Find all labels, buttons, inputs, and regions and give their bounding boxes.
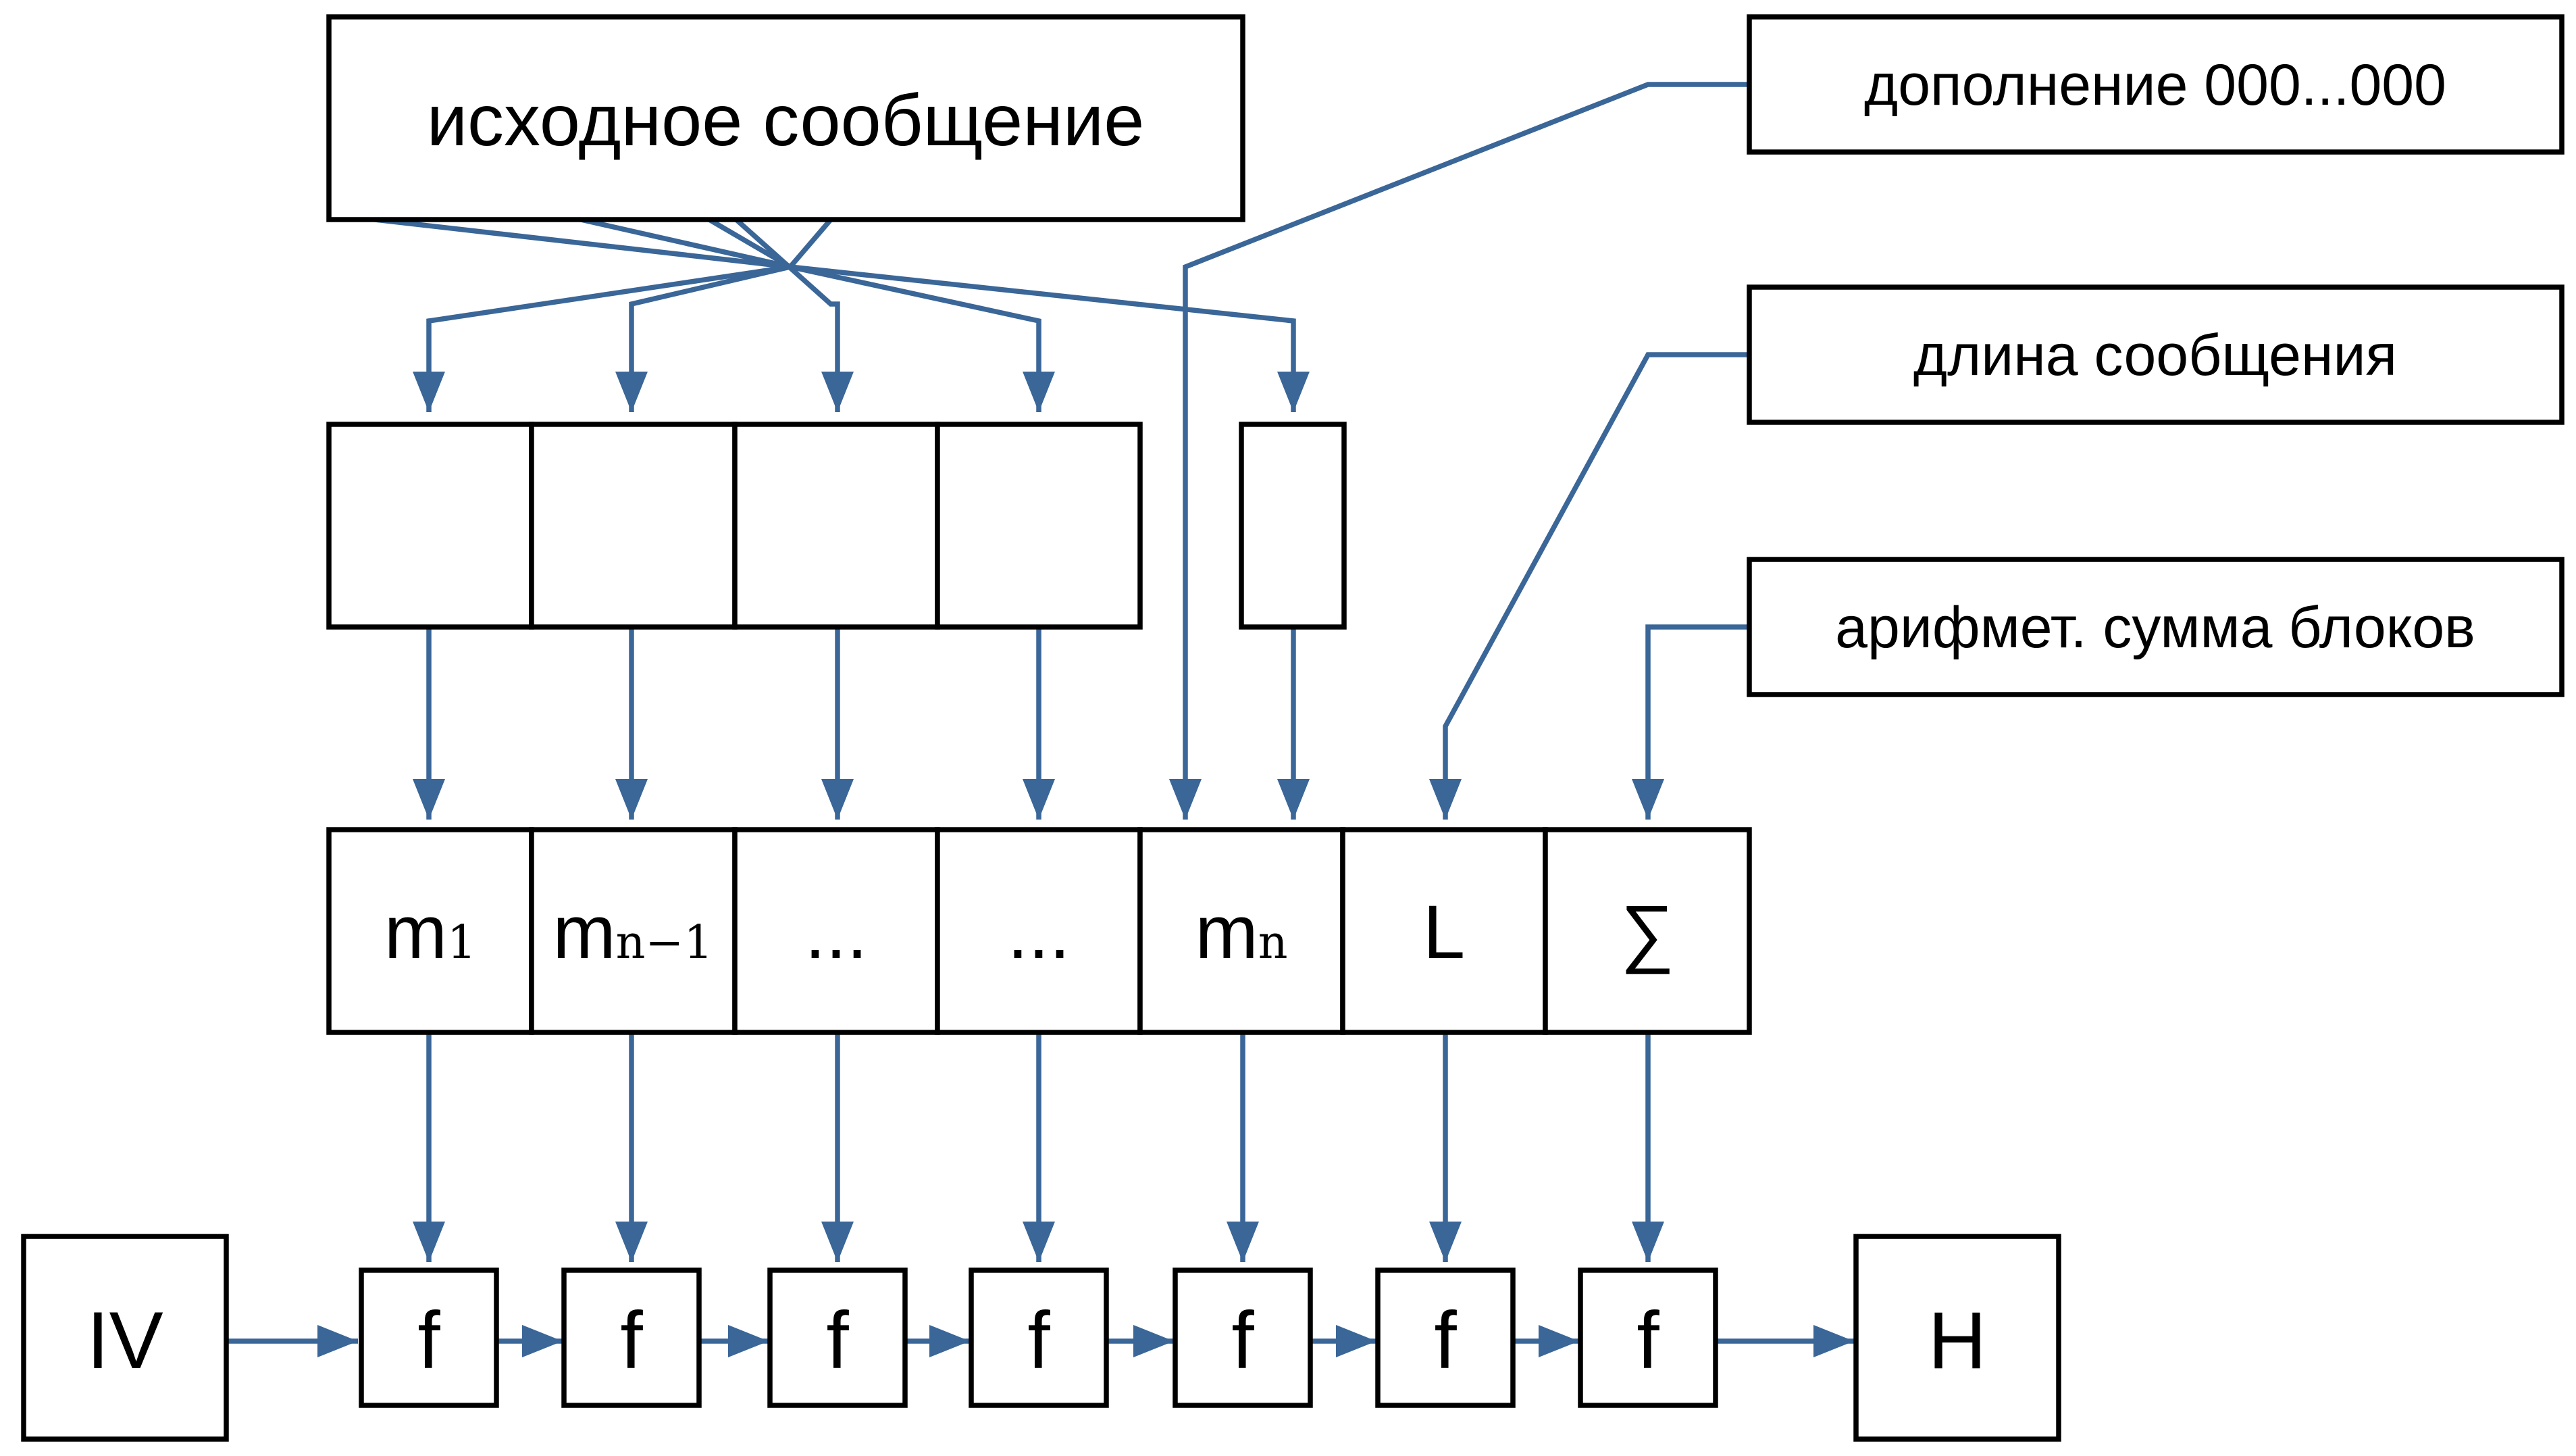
f-box: f [1578,1267,1718,1408]
split-block-last [1239,422,1347,630]
sum-note-box: арифмет. сумма блоков [1747,557,2565,697]
f-box: f [969,1267,1109,1408]
cell-mn: mn [1195,890,1287,974]
f-box: f [767,1267,908,1408]
svg-text:f: f [1637,1295,1659,1386]
length-note-label: длина сообщения [1913,323,2397,388]
source-message-box: исходное сообщение [326,14,1245,222]
split-block [326,422,534,630]
h-box: H [1853,1234,2061,1442]
svg-text:f: f [1027,1295,1050,1386]
f-box: f [1173,1267,1313,1408]
svg-text:f: f [1231,1295,1254,1386]
svg-text:f: f [1434,1295,1457,1386]
f-box: f [359,1267,499,1408]
cell-ellipsis-1: ... [804,890,867,974]
length-note-box: длина сообщения [1747,284,2565,425]
split-block [529,422,738,630]
svg-text:f: f [620,1295,643,1386]
message-cells-row: m1 mn−1 ... ... mn L ∑ [326,827,1752,1035]
sum-note-label: арифмет. сумма блоков [1835,595,2475,660]
svg-text:f: f [417,1295,440,1386]
h-label: H [1928,1295,1987,1386]
split-blocks-row [326,422,1347,630]
cell-checksum: ∑ [1620,890,1674,974]
source-split-lines [374,217,1310,412]
cell-to-f-lines [413,1032,1664,1262]
split-block [732,422,940,630]
cell-length: L [1423,890,1465,974]
cell-m1: m1 [384,890,477,974]
compression-chain: IV f f f f f f f [21,1234,2061,1442]
iv-label: IV [86,1295,163,1386]
f-box: f [561,1267,702,1408]
padding-note-label: дополнение 000...000 [1864,53,2446,118]
split-block [935,422,1143,630]
cell-m-n-minus-1: mn−1 [552,890,713,974]
block-to-cell-lines [413,627,1310,820]
iv-box: IV [21,1234,229,1442]
cell-ellipsis-2: ... [1007,890,1070,974]
f-box: f [1375,1267,1516,1408]
note-connector-lines [1169,82,1749,820]
source-message-label: исходное сообщение [427,79,1145,161]
padding-note-box: дополнение 000...000 [1747,14,2565,155]
svg-text:f: f [826,1295,849,1386]
